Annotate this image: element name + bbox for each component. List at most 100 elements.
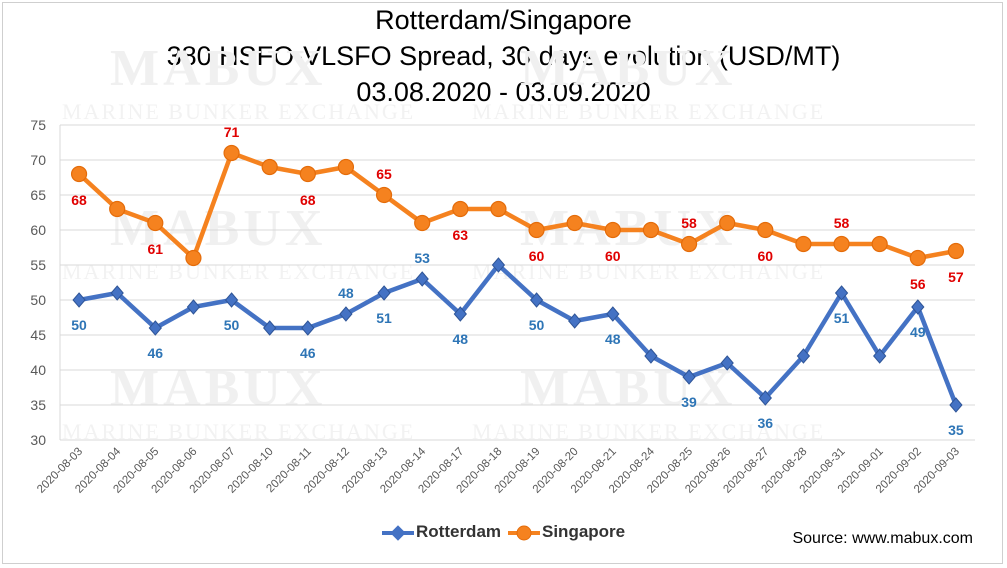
data-point-singapore — [261, 158, 278, 176]
data-label-singapore: 68 — [300, 192, 316, 208]
data-point-singapore — [642, 221, 660, 239]
legend-item-singapore: Singapore — [506, 522, 625, 543]
data-point-rotterdam — [491, 257, 506, 273]
data-label-rotterdam: 48 — [338, 285, 354, 301]
data-point-rotterdam — [263, 320, 277, 336]
series-layer — [70, 144, 965, 413]
data-point-rotterdam — [224, 292, 239, 308]
y-tick-label: 50 — [30, 292, 46, 308]
data-label-singapore: 65 — [376, 166, 392, 182]
data-label-singapore: 60 — [529, 248, 545, 264]
y-tick-label: 35 — [30, 397, 46, 413]
data-label-singapore: 63 — [453, 227, 469, 243]
data-label-singapore: 57 — [948, 269, 964, 285]
data-point-singapore — [604, 221, 621, 239]
data-label-singapore: 58 — [681, 215, 697, 231]
data-point-rotterdam — [339, 306, 353, 322]
data-label-rotterdam: 50 — [529, 317, 545, 333]
data-label-rotterdam: 50 — [224, 317, 240, 333]
data-point-rotterdam — [720, 355, 734, 371]
y-tick-label: 65 — [30, 187, 46, 203]
data-label-rotterdam: 48 — [605, 331, 621, 347]
data-point-singapore — [909, 249, 926, 267]
series-line-rotterdam — [78, 262, 959, 406]
data-point-rotterdam — [644, 348, 658, 364]
data-label-rotterdam: 51 — [834, 310, 850, 326]
data-point-rotterdam — [186, 299, 201, 315]
data-point-rotterdam — [377, 285, 391, 301]
y-tick-label: 30 — [30, 432, 46, 448]
watermark-brand: MABUX — [110, 360, 326, 417]
data-point-rotterdam — [796, 348, 811, 364]
data-point-rotterdam — [110, 285, 124, 301]
chart-title-line-1: Rotterdam/Singapore — [375, 5, 632, 35]
data-point-rotterdam — [529, 292, 544, 308]
data-label-rotterdam: 49 — [910, 324, 926, 340]
y-axis: 30 35 40 45 50 55 60 65 70 75 — [30, 117, 46, 448]
data-label-rotterdam: 39 — [681, 394, 697, 410]
data-point-singapore — [375, 186, 393, 204]
chart-title-line-2: 380 HSFO-VLSFO Spread, 30 days evolution… — [166, 41, 841, 71]
data-label-singapore: 68 — [71, 192, 87, 208]
data-point-rotterdam — [453, 306, 467, 322]
data-point-singapore — [337, 158, 355, 176]
watermark-tagline: MARINE BUNKER EXCHANGE — [472, 259, 825, 284]
data-point-singapore — [109, 200, 126, 218]
data-point-singapore — [452, 200, 469, 218]
data-point-singapore — [147, 214, 164, 232]
data-label-rotterdam: 51 — [376, 310, 392, 326]
x-axis: 2020-08-032020-08-042020-08-052020-08-06… — [35, 445, 962, 496]
data-label-rotterdam: 36 — [758, 415, 774, 431]
watermark-tagline: MARINE BUNKER EXCHANGE — [62, 259, 415, 284]
gridlines — [59, 124, 975, 441]
data-point-rotterdam — [606, 306, 620, 322]
data-label-singapore: 71 — [224, 124, 240, 140]
y-tick-label: 40 — [30, 362, 46, 378]
data-labels: 50 46 50 46 48 51 53 48 50 48 39 36 51 49 35 68 61 71 68 65… — [71, 124, 964, 438]
y-tick-label: 75 — [30, 117, 46, 133]
legend-swatch-singapore — [508, 525, 540, 541]
watermark-brand: MABUX — [520, 360, 736, 417]
legend-item-rotterdam: Rotterdam — [380, 522, 501, 543]
data-point-rotterdam — [415, 271, 429, 287]
data-point-singapore — [757, 221, 774, 239]
data-point-singapore — [566, 214, 583, 232]
data-point-singapore — [299, 165, 316, 183]
data-point-rotterdam — [568, 313, 582, 329]
y-tick-label: 60 — [30, 222, 46, 238]
data-point-singapore — [833, 235, 850, 253]
watermark-brand: MABUX — [110, 40, 326, 97]
data-point-singapore — [795, 235, 812, 253]
legend-label-singapore: Singapore — [542, 522, 626, 541]
legend-label-rotterdam: Rotterdam — [416, 522, 502, 541]
data-label-rotterdam: 46 — [300, 345, 316, 361]
y-tick-label: 55 — [30, 257, 46, 273]
y-tick-label: 45 — [30, 327, 46, 343]
data-label-singapore: 58 — [834, 215, 850, 231]
data-point-singapore — [719, 214, 736, 232]
data-label-rotterdam: 50 — [71, 317, 87, 333]
watermark-tagline: MARINE BUNKER EXCHANGE — [472, 99, 825, 124]
data-point-rotterdam — [873, 348, 887, 364]
data-point-singapore — [871, 235, 888, 253]
data-label-singapore: 61 — [148, 241, 164, 257]
data-label-singapore: 60 — [605, 248, 621, 264]
data-label-singapore: 60 — [758, 248, 774, 264]
data-point-rotterdam — [72, 292, 86, 308]
data-point-rotterdam — [911, 299, 925, 315]
watermark-brand: MABUX — [110, 200, 326, 257]
legend-swatch-rotterdam — [382, 524, 414, 541]
chart-title-line-3: 03.08.2020 - 03.09.2020 — [356, 77, 651, 107]
data-point-singapore — [70, 165, 88, 183]
data-label-rotterdam: 48 — [453, 331, 469, 347]
data-label-singapore: 56 — [910, 276, 926, 292]
data-label-rotterdam: 53 — [414, 250, 430, 266]
data-point-singapore — [185, 249, 202, 267]
source-note: Source: www.mabux.com — [792, 530, 973, 547]
data-point-singapore — [528, 221, 545, 239]
data-point-rotterdam — [148, 320, 162, 336]
data-point-rotterdam — [949, 397, 963, 413]
